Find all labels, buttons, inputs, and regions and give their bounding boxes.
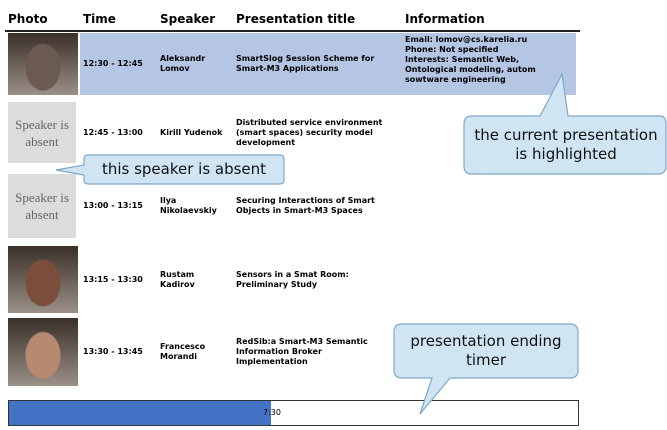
title-cell: Securing Interactions of Smart Objects i… [236,196,375,215]
column-header: Speaker [160,12,216,26]
information-line: sowtware engineering [405,75,506,84]
speaker-cell: Ilya Nikolaevskiy [160,196,217,215]
speaker-photo [8,33,78,95]
speaker-cell: Rustam Kadirov [160,269,195,289]
callout-text: presentation ending timer [410,332,562,369]
time-cell: 12:45 - 13:00 [83,127,143,137]
callout-text: this speaker is absent [101,160,267,178]
callout-bubble [55,154,285,185]
time-cell: 13:00 - 13:15 [83,201,143,210]
timer-label: 7:30 [263,408,281,417]
speaker-cell: Kirill Yudenok [160,127,223,137]
title-cell: Sensors in a Smat Room: Preliminary Stud… [236,269,349,289]
information-line: Email: lomov@cs.karelia.ru [405,35,528,44]
callout-text: the current presentation is highlighted [474,126,658,163]
title-cell: RedSib:a Smart-M3 Semantic Information B… [236,337,368,366]
timer-bar: 7:30 [8,400,579,426]
column-header: Information [405,12,485,26]
absent-photo: Speaker is absent [8,102,76,163]
time-cell: 13:30 - 13:45 [83,347,143,356]
callout-bubble [393,323,579,415]
time-cell: 13:15 - 13:30 [83,274,143,284]
information-line: Ontological modeling, autom [405,65,536,74]
column-header: Time [83,12,116,26]
speaker-cell: Aleksandr Lomov [160,54,206,73]
callout-bubble [463,72,667,175]
speaker-photo [8,318,78,386]
information-line: Phone: Not specified [405,45,499,54]
column-header: Photo [8,12,48,26]
title-cell: Distributed service environment (smart s… [236,117,383,147]
header-rule [5,30,580,32]
column-header: Presentation title [236,12,356,26]
timer-progress [9,401,271,425]
information-cell: Email: lomov@cs.karelia.ru Phone: Not spe… [405,35,575,85]
speaker-cell: Francesco Morandi [160,342,206,361]
highlight-row [80,33,576,95]
time-cell: 12:30 - 12:45 [83,59,143,68]
title-cell: SmartSlog Session Scheme for Smart-M3 Ap… [236,54,375,73]
information-line: Interests: Semantic Web, [405,55,520,64]
absent-photo: Speaker is absent [8,174,76,238]
speaker-photo [8,246,78,313]
